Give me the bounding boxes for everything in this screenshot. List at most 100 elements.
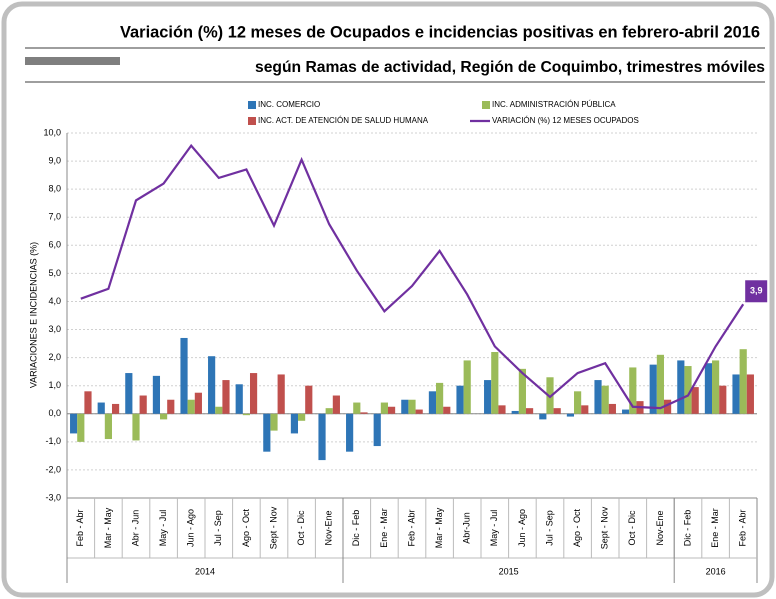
x-tick-label: Sept - Nov [268, 506, 278, 549]
bar [511, 410, 519, 414]
x-tick-label: May - Jul [158, 510, 168, 547]
y-tick-label: 10,0 [43, 127, 61, 137]
group-label: 2016 [706, 566, 726, 576]
x-tick-label: Jul - Sep [213, 510, 223, 546]
bar [387, 406, 396, 414]
y-tick-label: 4,0 [48, 296, 61, 306]
x-tick-label: Mar - May [434, 507, 444, 548]
bar [401, 399, 409, 414]
group-label: 2014 [195, 566, 215, 576]
bar [622, 409, 630, 414]
bar [484, 380, 492, 414]
bar [132, 413, 140, 441]
bar [353, 402, 361, 414]
bar [498, 405, 506, 414]
bar [346, 413, 354, 452]
x-tick-label: Feb - Abr [75, 509, 85, 546]
legend-label: INC. ADMINISTRACIÓN PÚBLICA [492, 100, 616, 109]
y-tick-label: 6,0 [48, 240, 61, 250]
bar [691, 387, 699, 414]
bar [415, 409, 423, 414]
bar [608, 403, 616, 414]
x-tick-label: Feb - Abr [738, 509, 748, 546]
x-tick-label: Sept - Nov [600, 506, 610, 549]
value-label-box [745, 280, 768, 303]
legend-label: INC. COMERCIO [258, 100, 320, 109]
legend-swatch [248, 101, 256, 109]
bar [656, 354, 664, 414]
bar [104, 413, 112, 440]
bar [677, 360, 685, 414]
x-tick-label: Ago - Oct [572, 508, 582, 547]
bar [712, 360, 720, 414]
y-tick-label: 1,0 [48, 380, 61, 390]
x-tick-label: May - Jul [489, 510, 499, 547]
x-tick-label: Dic - Feb [351, 510, 361, 547]
bar [539, 413, 547, 420]
bar [125, 373, 133, 414]
x-tick-label: Nov-Ene [655, 510, 665, 545]
x-tick-label: Feb - Abr [406, 509, 416, 546]
bar [152, 375, 161, 414]
x-tick-label: Oct - Dic [296, 510, 306, 545]
bar [139, 395, 147, 414]
line [80, 143, 745, 410]
bar [290, 413, 299, 434]
bar [277, 374, 285, 414]
y-tick-label: 5,0 [48, 268, 61, 278]
y-tick-label: 2,0 [48, 352, 61, 362]
legend-swatch [248, 117, 256, 125]
bar [601, 385, 609, 414]
bar [525, 408, 534, 414]
y-tick-label: 8,0 [48, 184, 61, 194]
y-tick-label: 9,0 [48, 155, 61, 165]
bar [518, 368, 526, 414]
bar [594, 380, 602, 414]
bar [77, 413, 85, 442]
x-tick-label: Nov-Ene [324, 510, 334, 545]
bar [649, 364, 657, 414]
x-tick-label: Abr-Jun [462, 512, 472, 544]
bar [242, 413, 250, 416]
value-label: 3,9 [750, 286, 763, 296]
bar [436, 382, 444, 414]
chart-subtitle: según Ramas de actividad, Región de Coqu… [255, 59, 765, 76]
bar [663, 399, 672, 414]
bar [70, 413, 78, 434]
bar [704, 363, 713, 414]
bar [684, 366, 692, 414]
bar [443, 406, 451, 414]
x-tick-label: Ene - Mar [710, 508, 720, 548]
x-tick-label: Abr - Jun [130, 510, 140, 547]
bar [270, 413, 278, 431]
bar [249, 373, 258, 414]
x-tick-label: Jun - Ago [186, 509, 196, 547]
bar [160, 413, 168, 420]
bar [305, 385, 313, 414]
bar [629, 367, 637, 414]
legend-swatch [482, 101, 490, 109]
bar [456, 385, 464, 414]
group-label: 2015 [499, 566, 519, 576]
y-tick-label: 0,0 [48, 408, 61, 418]
bar [235, 384, 243, 414]
x-tick-label: Mar - May [103, 507, 113, 548]
x-tick-label: Dic - Feb [682, 510, 692, 547]
x-tick-label: Oct - Dic [627, 510, 637, 545]
bar [97, 402, 105, 414]
bar [180, 337, 188, 414]
bar [746, 374, 754, 414]
bar [463, 360, 471, 414]
bar [566, 413, 575, 417]
x-tick-label: Jul - Sep [544, 510, 554, 546]
bar [187, 399, 195, 414]
bar [84, 391, 92, 414]
accent-bar [25, 57, 120, 65]
x-tick-label: Jun - Ago [517, 509, 527, 547]
legend-label: INC. ACT. DE ATENCIÓN DE SALUD HUMANA [258, 116, 429, 125]
y-tick-label: 3,0 [48, 324, 61, 334]
bar [408, 399, 416, 414]
bar [332, 395, 340, 414]
